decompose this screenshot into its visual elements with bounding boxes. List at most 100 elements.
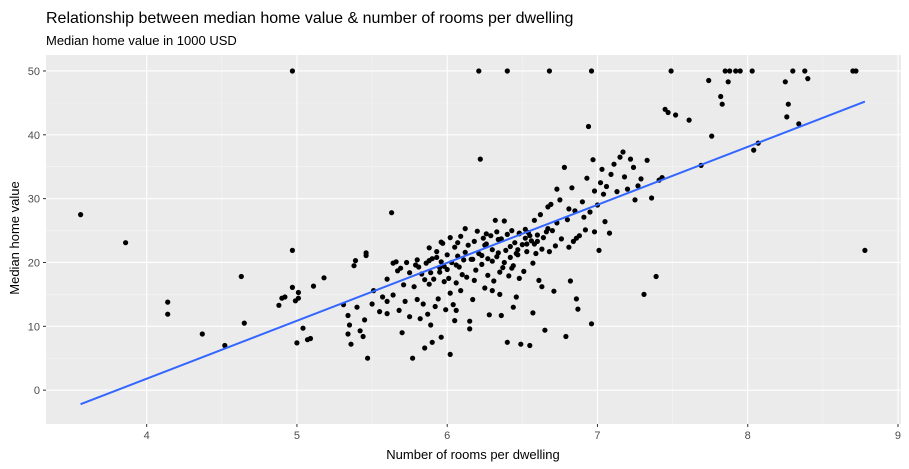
data-point — [512, 240, 518, 246]
data-point — [784, 114, 790, 120]
data-point — [597, 180, 604, 186]
data-point — [602, 219, 608, 225]
data-point — [530, 260, 536, 266]
data-point — [573, 235, 580, 241]
data-point — [539, 284, 545, 290]
data-point — [435, 296, 441, 302]
data-point — [549, 228, 556, 234]
data-point — [480, 235, 486, 241]
data-point — [725, 79, 731, 85]
chart-subtitle: Median home value in 1000 USD — [46, 33, 237, 48]
x-tick-label: 8 — [745, 430, 751, 442]
data-point — [462, 226, 468, 232]
data-point — [665, 109, 671, 116]
data-point — [369, 301, 375, 307]
data-point — [551, 288, 557, 294]
data-point — [377, 309, 383, 315]
data-point — [498, 312, 504, 319]
data-point — [407, 314, 413, 320]
data-point — [624, 186, 631, 192]
data-point — [533, 250, 539, 257]
data-point — [590, 157, 596, 163]
data-point — [438, 334, 444, 340]
data-point — [446, 275, 452, 281]
data-point — [380, 294, 386, 300]
data-point — [417, 316, 423, 322]
data-point — [632, 197, 638, 203]
data-point — [362, 317, 368, 323]
data-point — [516, 275, 522, 281]
data-point — [507, 243, 513, 250]
data-point — [416, 264, 422, 270]
y-axis: 0 10 20 30 40 50 — [28, 66, 46, 397]
data-point — [561, 164, 568, 170]
data-point — [853, 68, 859, 74]
data-point — [504, 231, 510, 237]
data-point — [434, 254, 440, 260]
data-point — [503, 247, 509, 253]
data-point — [627, 156, 634, 162]
data-point — [289, 284, 295, 290]
y-tick-label: 20 — [28, 257, 40, 269]
data-point — [420, 301, 426, 307]
data-point — [534, 238, 541, 244]
data-point — [486, 312, 492, 318]
data-point — [429, 256, 435, 262]
data-point — [489, 247, 495, 253]
data-point — [428, 270, 434, 276]
data-point — [443, 307, 449, 313]
data-point — [569, 185, 575, 191]
data-point — [471, 277, 477, 283]
data-point — [431, 276, 437, 282]
y-tick-label: 10 — [28, 321, 40, 333]
data-point — [596, 247, 602, 253]
x-axis-title: Number of rooms per dwelling — [386, 447, 559, 462]
data-point — [545, 226, 551, 232]
data-point — [673, 112, 679, 118]
data-point — [588, 68, 595, 74]
data-point — [473, 267, 479, 273]
data-point — [489, 288, 495, 294]
data-point — [399, 330, 405, 336]
data-point — [546, 249, 553, 255]
data-point — [479, 261, 485, 267]
data-point — [455, 240, 461, 246]
data-point — [407, 270, 413, 276]
data-point — [566, 206, 572, 212]
data-point — [422, 277, 428, 283]
data-point — [722, 68, 728, 74]
data-point — [410, 355, 416, 361]
data-point — [411, 284, 417, 290]
data-point — [123, 240, 129, 246]
data-point — [567, 278, 574, 284]
data-point — [438, 239, 444, 245]
data-point — [614, 189, 620, 195]
data-point — [352, 258, 359, 264]
data-point — [482, 285, 488, 291]
major-gridlines — [46, 55, 901, 424]
data-point — [479, 252, 485, 259]
data-point — [428, 322, 434, 328]
data-point — [384, 311, 390, 317]
data-point — [482, 242, 488, 248]
data-point — [536, 277, 542, 283]
data-point — [422, 345, 428, 351]
data-point — [522, 235, 528, 241]
data-point — [438, 259, 444, 265]
data-point — [524, 249, 530, 255]
data-point — [414, 257, 420, 263]
data-point — [504, 68, 510, 74]
x-tick-label: 9 — [895, 430, 901, 442]
data-point — [365, 355, 371, 361]
data-point — [630, 164, 637, 170]
data-point — [464, 274, 470, 280]
data-point — [447, 290, 453, 296]
data-point — [644, 157, 650, 163]
data-point — [345, 331, 351, 337]
data-point — [444, 266, 450, 273]
data-point — [310, 283, 317, 289]
data-point — [603, 183, 610, 190]
data-point — [78, 212, 84, 218]
data-point — [620, 149, 626, 155]
data-point — [718, 93, 724, 100]
